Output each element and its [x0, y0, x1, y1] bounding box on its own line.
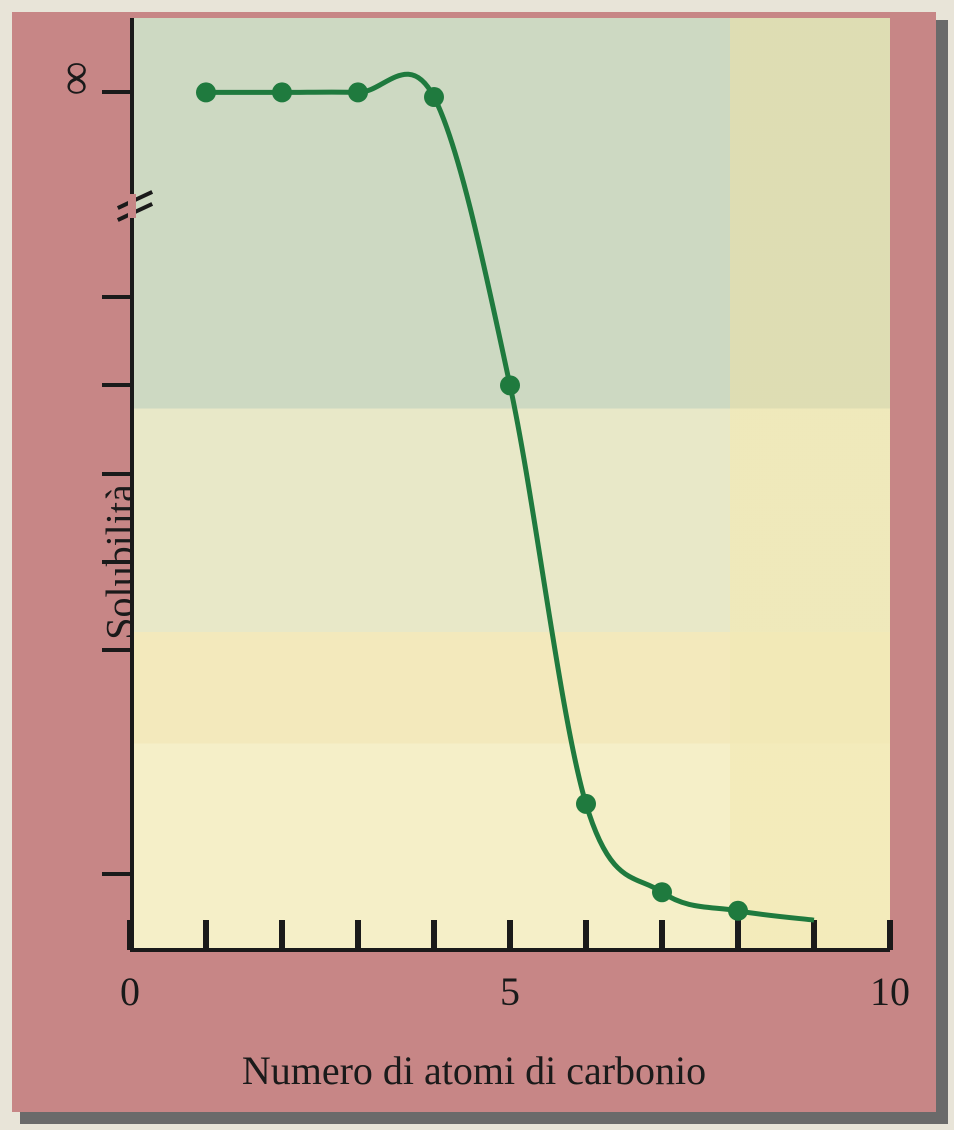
data-point	[424, 87, 444, 107]
data-point	[576, 794, 596, 814]
x-tick-label: 10	[870, 968, 910, 1015]
y-tick	[102, 295, 132, 299]
data-point	[728, 901, 748, 921]
chart-curve	[130, 18, 890, 948]
x-tick-label: 0	[120, 968, 140, 1015]
y-tick	[102, 472, 132, 476]
data-point	[348, 82, 368, 102]
data-point	[196, 82, 216, 102]
y-tick	[102, 90, 132, 94]
y-tick	[102, 872, 132, 876]
chart-frame: 0510 ∞ Solubilità Numero di atomi di car…	[12, 12, 936, 1112]
data-point	[272, 82, 292, 102]
y-tick	[102, 383, 132, 387]
page-frame: 0510 ∞ Solubilità Numero di atomi di car…	[0, 0, 954, 1130]
x-axis-label: Numero di atomi di carbonio	[12, 1047, 936, 1094]
data-point	[500, 375, 520, 395]
y-tick	[102, 648, 132, 652]
y-infinity-label: ∞	[48, 62, 103, 96]
data-point	[652, 882, 672, 902]
x-tick-label: 5	[500, 968, 520, 1015]
